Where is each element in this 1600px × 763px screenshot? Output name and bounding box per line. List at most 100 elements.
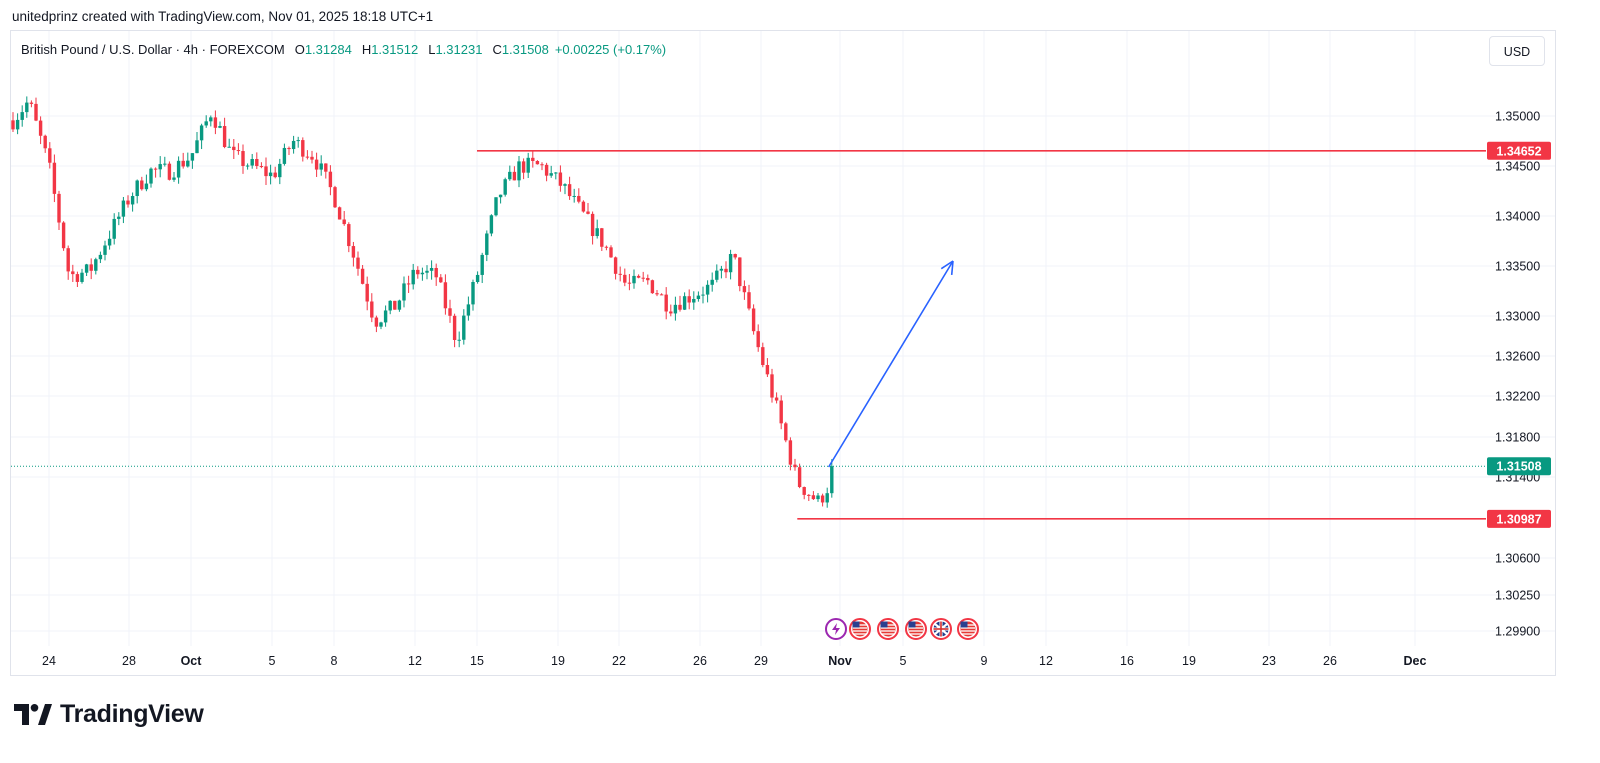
time-tick-label: 19: [1182, 654, 1196, 668]
candle-down: [434, 267, 438, 278]
candle-down: [71, 271, 75, 275]
candle-up: [107, 238, 112, 246]
candle-down: [140, 180, 144, 190]
candle-up: [715, 270, 719, 280]
candle-down: [310, 156, 314, 160]
candle-up: [549, 173, 553, 176]
candle-up: [471, 282, 475, 305]
candle-down: [301, 140, 305, 157]
us-flag-icon[interactable]: [905, 618, 927, 640]
candle-down: [255, 158, 259, 167]
candle-up: [130, 196, 135, 205]
candle-up: [397, 300, 402, 310]
tradingview-logo[interactable]: TradingView: [14, 700, 204, 729]
candle-up: [176, 160, 181, 178]
us-flag-icon[interactable]: [849, 618, 871, 640]
candle-down: [181, 160, 185, 167]
candle-down: [43, 135, 47, 149]
currency-button[interactable]: USD: [1489, 36, 1545, 66]
candle-down: [586, 211, 590, 214]
candle-up: [825, 493, 829, 503]
candle-down: [273, 172, 277, 178]
candle-up: [475, 274, 480, 283]
price-label-text: 1.30987: [1496, 512, 1541, 526]
candle-up: [199, 125, 204, 141]
candle-down: [807, 494, 811, 496]
candle-down: [770, 374, 774, 398]
candle-down: [765, 365, 770, 375]
us-flag-icon[interactable]: [877, 618, 899, 640]
candle-down: [241, 151, 245, 166]
candle-down: [351, 246, 356, 258]
candle-up: [411, 269, 415, 285]
candle-down: [452, 315, 457, 340]
candle-down: [535, 161, 540, 165]
low-label: L: [428, 42, 436, 57]
candle-up: [705, 284, 710, 295]
time-tick-label: 23: [1262, 654, 1276, 668]
candle-down: [738, 257, 742, 287]
candle-down: [788, 440, 793, 465]
lightning-bolt: [832, 623, 840, 635]
candle-down: [577, 195, 581, 202]
candle-up: [190, 153, 195, 161]
us-flag-icon[interactable]: [957, 618, 979, 640]
candle-up: [425, 270, 429, 273]
candle-up: [319, 163, 323, 170]
candle-up: [457, 339, 461, 341]
candle-up: [278, 163, 282, 178]
candle-down: [370, 301, 374, 318]
candle-up: [388, 300, 392, 311]
candle-down: [646, 278, 650, 281]
projection-arrow: [827, 260, 954, 468]
price-axis: 1.35000 1.34500 1.34000 1.33500 1.33000 1.326…: [1487, 110, 1551, 639]
candle-down: [784, 423, 788, 441]
time-tick-label: 12: [408, 654, 422, 668]
uk-flag-icon[interactable]: [930, 618, 952, 640]
candle-down: [641, 277, 645, 279]
candle-down: [360, 268, 365, 284]
time-tick-label: Oct: [181, 654, 203, 668]
candle-down: [305, 156, 310, 158]
candle-up: [498, 194, 503, 198]
lightning-icon[interactable]: [825, 618, 847, 640]
time-tick-label: 8: [331, 654, 338, 668]
candle-down: [48, 148, 52, 163]
candle-up: [563, 184, 567, 186]
candle-up: [719, 268, 724, 271]
candle-down: [29, 102, 34, 104]
candle-down: [627, 282, 632, 284]
candle-up: [94, 259, 98, 271]
grid: [11, 31, 1555, 646]
candle-down: [314, 159, 319, 170]
candle-down: [678, 304, 682, 310]
ohlc-legend: British Pound / U.S. Dollar · 4h · FOREX…: [21, 42, 666, 57]
time-tick-label: 9: [981, 654, 988, 668]
time-tick-label: 26: [693, 654, 707, 668]
candle-down: [512, 171, 517, 181]
candle-up: [291, 140, 296, 150]
symbol-title[interactable]: British Pound / U.S. Dollar · 4h · FOREX…: [21, 42, 285, 57]
candle-down: [623, 274, 627, 283]
candle-up: [383, 310, 388, 323]
candle-up: [701, 294, 705, 296]
candle-down: [61, 222, 66, 249]
chart-frame: [10, 30, 1556, 676]
candle-up: [728, 254, 733, 273]
price-label-text: 1.31508: [1496, 460, 1541, 474]
candle-up: [282, 147, 287, 164]
candle-up: [250, 158, 254, 166]
candle-up: [595, 228, 599, 237]
candle-down: [342, 219, 346, 225]
tradingview-logo-icon: [14, 703, 52, 725]
candle-down: [153, 168, 158, 170]
candle-up: [696, 295, 701, 299]
candle-down: [820, 495, 825, 503]
candle-up: [296, 140, 300, 142]
candle-down: [613, 257, 618, 274]
candle-down: [57, 193, 61, 223]
candle-up: [80, 272, 84, 282]
candle-up: [429, 267, 434, 271]
candle-down: [650, 280, 655, 294]
